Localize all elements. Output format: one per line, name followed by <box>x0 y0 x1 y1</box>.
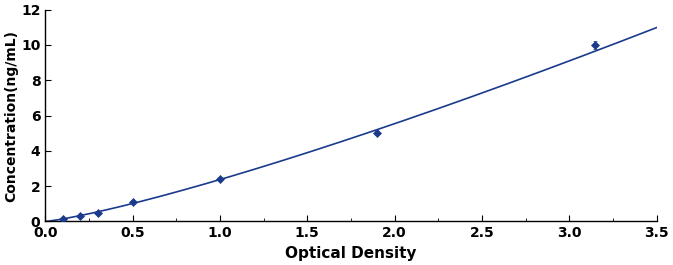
Y-axis label: Concentration(ng/mL): Concentration(ng/mL) <box>4 29 18 202</box>
X-axis label: Optical Density: Optical Density <box>285 246 417 261</box>
